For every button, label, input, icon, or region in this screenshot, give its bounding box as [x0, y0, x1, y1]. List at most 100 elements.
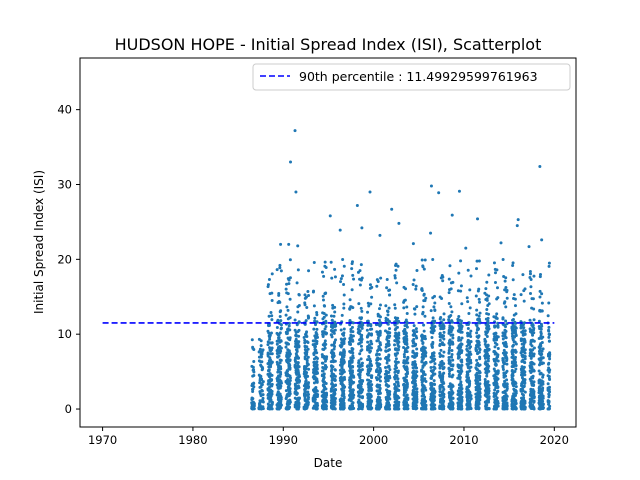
data-point	[468, 382, 472, 386]
data-point	[457, 355, 461, 359]
data-point	[358, 370, 362, 374]
data-point	[519, 401, 523, 405]
data-point	[306, 401, 310, 405]
data-point	[406, 355, 410, 359]
data-point	[315, 394, 319, 398]
data-point	[293, 363, 297, 367]
data-point	[405, 305, 409, 309]
data-point	[397, 221, 401, 225]
data-point	[486, 316, 490, 320]
data-point	[313, 347, 317, 351]
data-point	[405, 334, 409, 338]
data-point	[333, 267, 337, 271]
data-point	[495, 286, 499, 290]
data-point	[339, 328, 343, 332]
data-point	[330, 365, 334, 369]
data-point	[360, 326, 364, 330]
data-point	[366, 407, 370, 411]
data-point	[250, 364, 254, 368]
data-point	[385, 401, 389, 405]
data-point	[366, 382, 370, 386]
data-point	[359, 340, 363, 344]
data-point	[423, 314, 427, 318]
data-point	[339, 360, 343, 364]
data-point	[288, 297, 292, 301]
data-point	[260, 368, 264, 372]
data-point	[295, 281, 299, 285]
data-point	[288, 398, 292, 402]
data-point	[510, 399, 514, 403]
data-point	[259, 364, 263, 368]
data-point	[475, 335, 479, 339]
data-point	[285, 341, 289, 345]
data-point	[316, 404, 320, 408]
data-point	[450, 353, 454, 357]
data-point	[520, 396, 523, 400]
data-point	[294, 405, 298, 409]
data-point	[523, 351, 527, 355]
data-point	[378, 333, 382, 337]
data-point	[531, 381, 535, 385]
data-point	[275, 342, 279, 346]
data-point	[504, 285, 508, 289]
data-point	[460, 349, 464, 353]
data-point	[295, 391, 299, 395]
data-point	[370, 295, 374, 299]
data-point	[268, 390, 272, 394]
data-point	[375, 368, 379, 372]
data-point	[386, 340, 390, 344]
data-point	[276, 365, 280, 369]
data-point	[307, 367, 311, 371]
data-point	[432, 398, 436, 402]
data-point	[504, 319, 508, 323]
data-point	[378, 307, 382, 311]
data-point	[492, 391, 496, 395]
data-point	[468, 350, 472, 354]
data-point	[293, 391, 297, 395]
data-point	[297, 293, 301, 297]
data-point	[483, 382, 487, 386]
data-point	[442, 312, 446, 316]
data-point	[413, 386, 417, 390]
data-point	[288, 366, 292, 370]
data-point	[476, 321, 480, 325]
data-point	[276, 368, 280, 372]
data-point	[496, 359, 500, 363]
data-point	[486, 380, 490, 384]
data-point	[540, 352, 544, 356]
data-point	[523, 378, 527, 382]
data-point	[341, 368, 345, 372]
data-point	[366, 348, 370, 352]
data-point	[385, 309, 389, 313]
data-point	[537, 391, 541, 395]
data-point	[393, 360, 397, 364]
data-point	[467, 385, 471, 389]
data-point	[447, 277, 451, 281]
data-point	[269, 352, 273, 356]
data-point	[429, 231, 433, 235]
data-point	[459, 382, 463, 386]
data-point	[329, 314, 333, 318]
data-point	[540, 404, 544, 408]
data-point	[468, 403, 472, 407]
data-point	[466, 406, 470, 410]
data-point	[348, 385, 352, 389]
data-point	[278, 314, 282, 318]
data-point	[324, 364, 328, 368]
data-point	[366, 319, 370, 323]
data-point	[532, 318, 536, 322]
data-point	[529, 291, 532, 295]
data-point	[315, 389, 319, 393]
data-point	[357, 360, 361, 364]
data-point	[468, 395, 472, 399]
data-point	[395, 317, 398, 321]
data-point	[438, 331, 442, 335]
data-point	[396, 360, 400, 364]
data-point	[468, 288, 472, 292]
data-point	[438, 352, 442, 356]
data-point	[539, 383, 543, 387]
data-point	[437, 191, 441, 195]
data-point	[528, 272, 532, 276]
data-point	[356, 327, 360, 331]
data-point	[279, 370, 283, 374]
